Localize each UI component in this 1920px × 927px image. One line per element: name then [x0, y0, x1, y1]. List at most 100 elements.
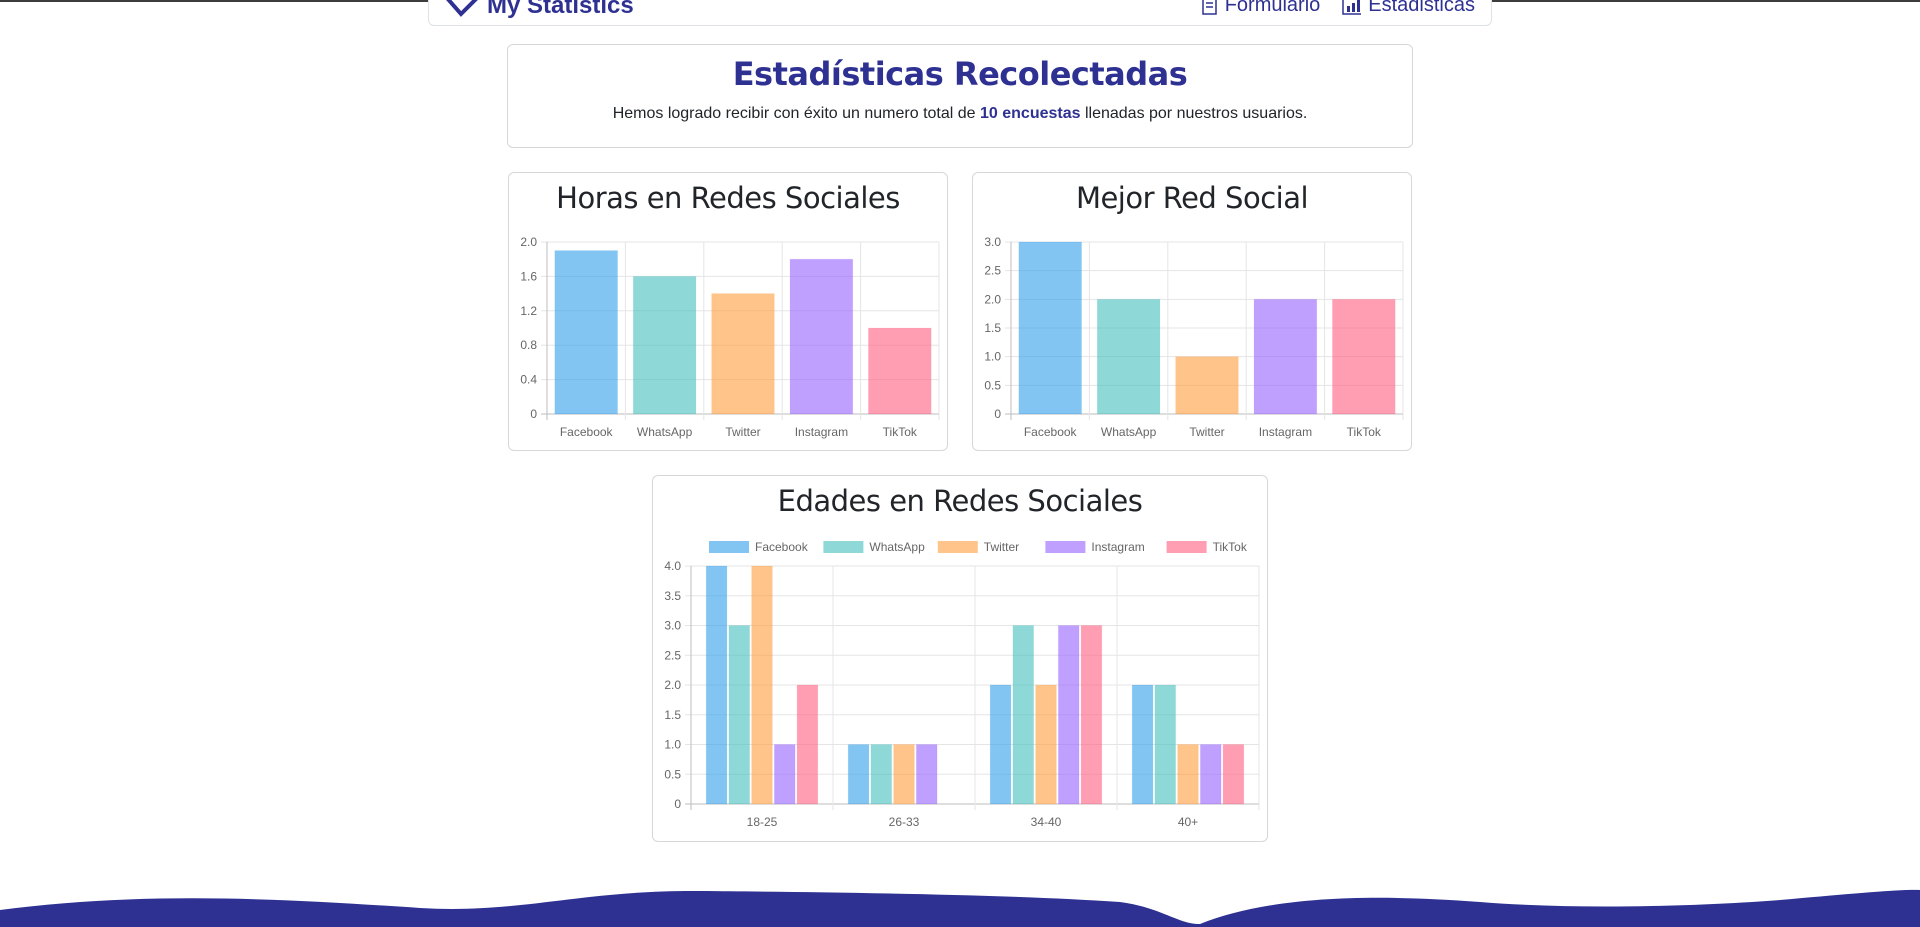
- y-tick-label: 0.5: [984, 378, 1001, 392]
- y-tick-label: 2.0: [664, 678, 681, 692]
- y-tick-label: 0: [530, 407, 537, 421]
- footer-wave: [0, 889, 1920, 927]
- chart-legend: Facebook WhatsApp Twitter Instagram TikTok: [709, 540, 1248, 554]
- chart-horas: 0 0.4 0.8 1.2 1.6 2.0 Facebook WhatsApp Twitter I…: [520, 235, 940, 439]
- summary-text: Hemos logrado recibir con éxito un numer…: [508, 105, 1412, 123]
- bar-tiktok: [867, 327, 932, 415]
- bar-instagram: [789, 258, 854, 415]
- legend-swatch: [1045, 541, 1086, 553]
- x-tick-label: Instagram: [795, 425, 848, 439]
- x-tick-label: Facebook: [1024, 425, 1078, 439]
- y-tick-label: 1.5: [984, 321, 1001, 335]
- legend-label: Facebook: [755, 540, 809, 554]
- legend-label: TikTok: [1213, 540, 1248, 554]
- bar-whatsapp: [1096, 298, 1161, 415]
- bar-twitter: [1035, 684, 1057, 805]
- legend-label: Twitter: [984, 540, 1019, 554]
- x-tick-label: 18-25: [747, 815, 778, 829]
- brand[interactable]: My Statistics: [445, 0, 634, 20]
- x-tick-label: 40+: [1178, 815, 1198, 829]
- x-tick-label: TikTok: [1347, 425, 1382, 439]
- chart-title: Horas en Redes Sociales: [556, 181, 900, 215]
- bar-twitter: [893, 744, 915, 805]
- y-tick-label: 1.6: [520, 269, 537, 283]
- x-tick-label: Instagram: [1259, 425, 1312, 439]
- bar-facebook: [554, 250, 619, 415]
- chart-card-edades: Edades en Redes Sociales 0 0.5 1.0 1.5 2.0 2.…: [652, 475, 1268, 842]
- bar-instagram: [1057, 625, 1080, 805]
- nav-link-label: Estadisticas: [1368, 0, 1475, 16]
- bar-tiktok: [1222, 744, 1245, 805]
- summary-title: Estadísticas Recolectadas: [732, 55, 1188, 93]
- x-tick-label: Facebook: [560, 425, 614, 439]
- y-tick-label: 0.4: [520, 373, 537, 387]
- y-tick-label: 0.8: [520, 338, 537, 352]
- x-tick-label: 26-33: [889, 815, 920, 829]
- bar-facebook: [1018, 241, 1083, 415]
- summary-text-before: Hemos logrado recibir con éxito un numer…: [612, 105, 980, 122]
- y-tick-label: 1.5: [664, 708, 681, 722]
- y-tick-label: 3.0: [984, 235, 1001, 249]
- bar-facebook: [989, 684, 1012, 805]
- bar-facebook: [705, 565, 728, 805]
- legend-swatch: [1166, 541, 1207, 553]
- bar-whatsapp: [870, 744, 893, 805]
- y-tick-label: 2.0: [984, 292, 1001, 306]
- chart-title: Edades en Redes Sociales: [777, 484, 1143, 518]
- bar-facebook: [1131, 684, 1154, 805]
- bar-instagram: [1253, 298, 1318, 415]
- bar-twitter: [751, 565, 773, 805]
- bar-whatsapp: [1012, 625, 1035, 805]
- bar-tiktok: [796, 684, 819, 805]
- legend-swatch: [823, 541, 864, 553]
- chart-icon: [1342, 0, 1362, 15]
- y-tick-label: 1.0: [664, 738, 681, 752]
- form-icon: [1201, 0, 1217, 15]
- chart-card-horas: Horas en Redes Sociales 0 0.4 0.8 1.2 1.6 2.0…: [508, 172, 948, 451]
- x-tick-label: Twitter: [725, 425, 760, 439]
- legend-swatch: [709, 541, 749, 553]
- y-tick-label: 1.2: [520, 304, 537, 318]
- bar-instagram: [1199, 744, 1222, 805]
- y-tick-label: 0: [994, 407, 1001, 421]
- bar-facebook: [847, 744, 870, 805]
- y-tick-label: 1.0: [984, 350, 1001, 364]
- bar-whatsapp: [728, 625, 751, 805]
- y-tick-label: 2.5: [984, 264, 1001, 278]
- y-tick-label: 0.5: [664, 767, 681, 781]
- bar-twitter: [1175, 356, 1239, 415]
- bar-instagram: [915, 744, 938, 805]
- bar-whatsapp: [632, 275, 697, 415]
- legend-label: Instagram: [1091, 540, 1144, 554]
- bar-twitter: [1177, 744, 1199, 805]
- summary-text-after: llenadas por nuestros usuarios.: [1080, 105, 1308, 122]
- bar-instagram: [773, 744, 796, 805]
- y-tick-label: 2.5: [664, 648, 681, 662]
- bar-tiktok: [1331, 298, 1396, 415]
- chart-mejor: 0 0.5 1.0 1.5 2.0 2.5 3.0 Facebook WhatsApp Twitt…: [984, 235, 1404, 439]
- bar-whatsapp: [1154, 684, 1177, 805]
- x-tick-label: TikTok: [883, 425, 918, 439]
- y-tick-label: 3.5: [664, 589, 681, 603]
- y-tick-label: 4.0: [664, 559, 681, 573]
- nav-links: Formulario Estadisticas: [1201, 0, 1475, 17]
- nav-link-estadisticas[interactable]: Estadisticas: [1342, 0, 1475, 17]
- bar-tiktok: [1080, 625, 1103, 805]
- x-tick-label: 34-40: [1031, 815, 1062, 829]
- nav-link-label: Formulario: [1224, 0, 1321, 16]
- check-logo-icon: [446, 0, 478, 17]
- legend-label: WhatsApp: [869, 540, 925, 554]
- chart-title: Mejor Red Social: [1075, 181, 1309, 215]
- nav-link-formulario[interactable]: Formulario: [1201, 0, 1321, 17]
- y-tick-label: 3.0: [664, 619, 681, 633]
- navbar: My Statistics Formulario Estadisticas: [428, 0, 1492, 26]
- x-tick-label: WhatsApp: [637, 425, 693, 439]
- summary-card: Estadísticas Recolectadas Hemos logrado …: [507, 44, 1413, 148]
- chart-edades: 0 0.5 1.0 1.5 2.0 2.5 3.0 3.5 4.0 18-25 26-33 34-40…: [664, 540, 1260, 829]
- legend-swatch: [937, 541, 978, 553]
- chart-card-mejor: Mejor Red Social 0 0.5 1.0 1.5 2.0 2.5 3.0 Face…: [972, 172, 1412, 451]
- brand-name: My Statistics: [487, 0, 634, 19]
- bar-twitter: [711, 293, 775, 415]
- x-tick-label: Twitter: [1189, 425, 1224, 439]
- y-tick-label: 2.0: [520, 235, 537, 249]
